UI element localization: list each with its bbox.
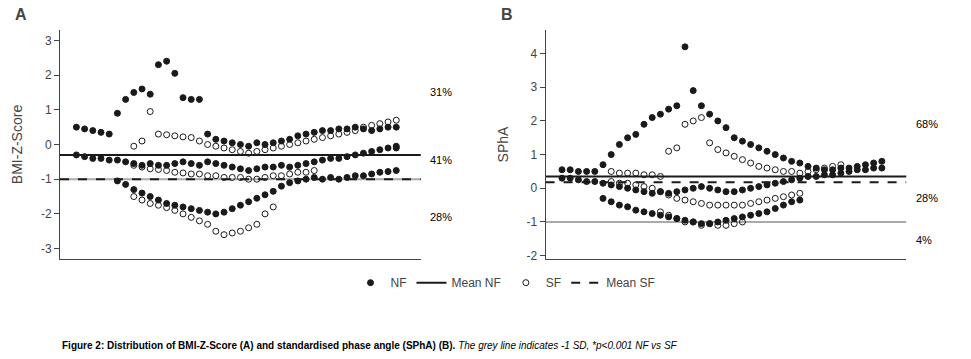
svg-text:1: 1 — [531, 148, 538, 162]
svg-text:2: 2 — [45, 68, 52, 82]
svg-text:3: 3 — [531, 80, 538, 94]
svg-text:0: 0 — [531, 181, 538, 195]
svg-text:Mean NF: Mean NF — [452, 276, 501, 290]
svg-text:Figure 2: Distribution of BMI-: Figure 2: Distribution of BMI-Z-Score (A… — [62, 340, 678, 351]
svg-text:-2: -2 — [41, 207, 52, 221]
svg-text:SPhA: SPhA — [495, 126, 511, 162]
svg-text:1: 1 — [45, 103, 52, 117]
svg-text:A: A — [15, 6, 27, 23]
svg-text:-3: -3 — [41, 242, 52, 256]
svg-text:Mean SF: Mean SF — [606, 276, 655, 290]
svg-text:68%: 68% — [916, 118, 938, 130]
svg-text:4: 4 — [531, 47, 538, 61]
svg-text:-1: -1 — [41, 172, 52, 186]
svg-text:SF: SF — [546, 276, 561, 290]
svg-text:41%: 41% — [430, 154, 452, 166]
svg-text:2: 2 — [531, 114, 538, 128]
svg-text:3: 3 — [45, 34, 52, 48]
svg-text:BMI-Z-Score: BMI-Z-Score — [9, 105, 25, 185]
svg-text:-1: -1 — [527, 215, 538, 229]
svg-text:0: 0 — [45, 138, 52, 152]
svg-text:31%: 31% — [430, 86, 452, 98]
svg-text:28%: 28% — [430, 211, 452, 223]
svg-text:B: B — [501, 6, 513, 23]
svg-text:NF: NF — [391, 276, 407, 290]
svg-text:-2: -2 — [527, 249, 538, 263]
svg-text:4%: 4% — [916, 234, 932, 246]
svg-text:28%: 28% — [916, 192, 938, 204]
